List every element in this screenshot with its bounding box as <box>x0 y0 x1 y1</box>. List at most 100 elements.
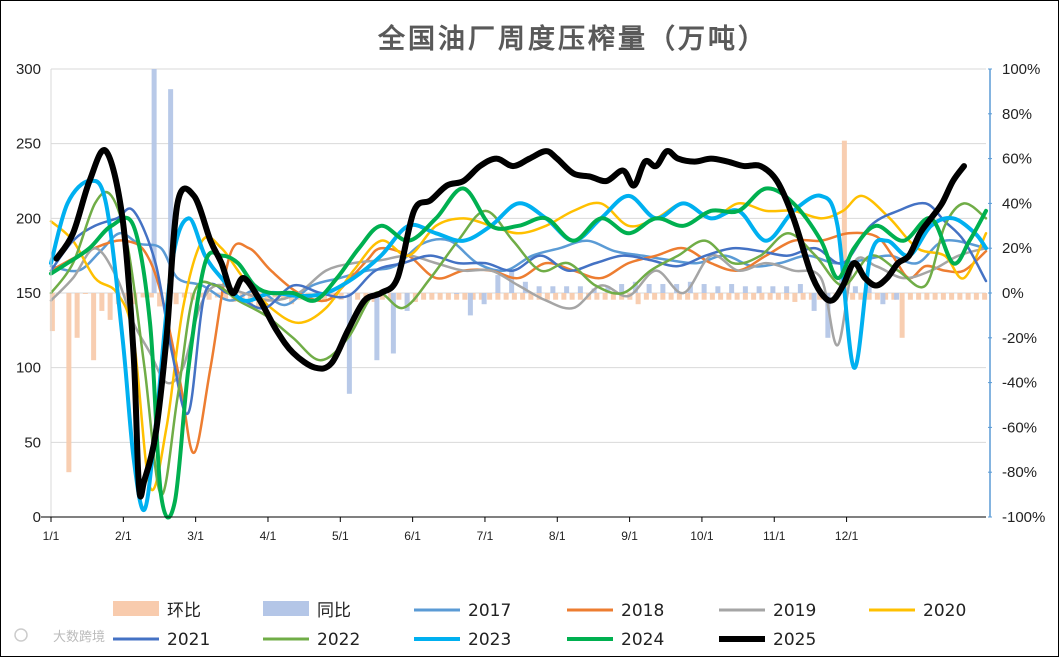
bar-同比 <box>151 69 157 293</box>
chart-title: 全国油厂周度压榨量（万吨） <box>377 23 768 55</box>
bar-环比 <box>907 293 913 300</box>
bar-环比 <box>511 293 517 300</box>
bar-环比 <box>569 293 575 300</box>
y-left-tick-label: 250 <box>16 136 41 153</box>
legend-label-2023: 2023 <box>468 630 511 650</box>
bar-同比 <box>715 286 721 293</box>
x-tick-label: 5/1 <box>332 529 349 543</box>
y-right-tick-label: 100% <box>1002 61 1040 78</box>
bar-环比 <box>635 293 641 305</box>
bar-环比 <box>726 293 732 300</box>
bar-环比 <box>965 293 971 300</box>
y-right-tick-label: 20% <box>1002 240 1032 257</box>
y-right-tick-label: 80% <box>1002 106 1032 123</box>
bar-环比 <box>792 293 798 302</box>
bar-环比 <box>140 293 146 298</box>
bar-同比 <box>390 293 396 354</box>
bar-环比 <box>396 293 402 300</box>
bar-同比 <box>495 275 501 293</box>
y-right-tick-label: 0% <box>1002 285 1024 302</box>
bar-同比 <box>770 286 776 293</box>
series-line-2023 <box>49 178 988 512</box>
bar-环比 <box>198 293 204 298</box>
bar-环比 <box>709 293 715 300</box>
legend-label-2019: 2019 <box>773 601 816 621</box>
bar-同比 <box>894 293 900 300</box>
legend-label-2025: 2025 <box>773 630 816 650</box>
legend: 环比 同比 2017 2018 2019 2020 2021 2022 2023 2024 2025 <box>113 601 966 650</box>
bar-环比 <box>495 293 501 300</box>
y-left-tick-label: 300 <box>16 61 41 78</box>
bar-环比 <box>759 293 765 300</box>
bar-环比 <box>173 293 179 305</box>
y-left-tick-label: 100 <box>16 360 41 377</box>
bar-环比 <box>470 293 476 300</box>
series-line-2025 <box>53 147 967 500</box>
watermark-logo-icon <box>14 628 28 642</box>
bar-环比 <box>445 293 451 300</box>
bar-同比 <box>866 286 872 293</box>
y-right-tick-label: -60% <box>1002 419 1037 436</box>
bar-环比 <box>91 293 97 361</box>
bar-环比 <box>478 293 484 300</box>
bar-同比 <box>729 284 735 293</box>
bar-环比 <box>544 293 550 300</box>
bar-环比 <box>379 293 385 300</box>
bar-环比 <box>866 293 872 300</box>
legend-label-2017: 2017 <box>468 601 511 621</box>
bar-环比 <box>891 293 897 300</box>
bar-环比 <box>223 293 229 300</box>
bar-环比 <box>355 293 361 300</box>
bar-环比 <box>751 293 757 300</box>
bar-同比 <box>374 293 380 361</box>
bar-环比 <box>577 293 583 300</box>
y-left-tick-label: 150 <box>16 285 41 302</box>
watermark-text: 大数跨境 <box>53 630 105 645</box>
bar-同比 <box>346 293 352 394</box>
bar-环比 <box>817 293 823 300</box>
x-tick-label: 4/1 <box>260 529 277 543</box>
x-tick-label: 11/1 <box>763 529 786 543</box>
bar-环比 <box>553 293 559 300</box>
bar-同比 <box>467 293 473 316</box>
bar-环比 <box>520 293 526 300</box>
bar-环比 <box>49 293 55 332</box>
bar-环比 <box>800 293 806 300</box>
watermark: 大数跨境 <box>14 628 105 645</box>
legend-swatch-同比 <box>263 601 309 616</box>
bar-环比 <box>82 293 88 294</box>
bar-同比 <box>825 293 831 338</box>
legend-label-2022: 2022 <box>317 630 360 650</box>
bar-环比 <box>148 293 154 298</box>
bar-环比 <box>676 293 682 300</box>
bar-环比 <box>693 293 699 300</box>
x-tick-label: 3/1 <box>187 529 204 543</box>
series-line-2021 <box>49 201 988 416</box>
y-left-tick-label: 50 <box>24 434 41 451</box>
bar-环比 <box>784 293 790 300</box>
bar-环比 <box>668 293 674 300</box>
bar-环比 <box>973 293 979 300</box>
x-tick-label: 10/1 <box>690 529 714 543</box>
y-left-tick-label: 0 <box>33 509 41 526</box>
y-right-tick-label: 40% <box>1002 195 1032 212</box>
bar-同比 <box>756 286 762 293</box>
bar-环比 <box>957 293 963 300</box>
bar-环比 <box>74 293 80 338</box>
y-right-tick-label: -100% <box>1002 509 1045 526</box>
x-tick-label: 8/1 <box>549 529 566 543</box>
legend-label-2018: 2018 <box>621 601 664 621</box>
bar-同比 <box>811 293 817 311</box>
bar-环比 <box>610 293 616 300</box>
bar-环比 <box>528 293 534 300</box>
bar-环比 <box>462 293 468 300</box>
x-tick-label: 9/1 <box>621 529 638 543</box>
bar-环比 <box>775 293 781 300</box>
axes: 0 50 100 150 200 250 300 -100% -80% -60% -40% -20% 0… <box>16 61 1045 543</box>
bar-环比 <box>503 293 509 300</box>
bar-环比 <box>66 293 72 473</box>
bar-环比 <box>429 293 435 300</box>
legend-swatch-环比 <box>113 601 159 616</box>
